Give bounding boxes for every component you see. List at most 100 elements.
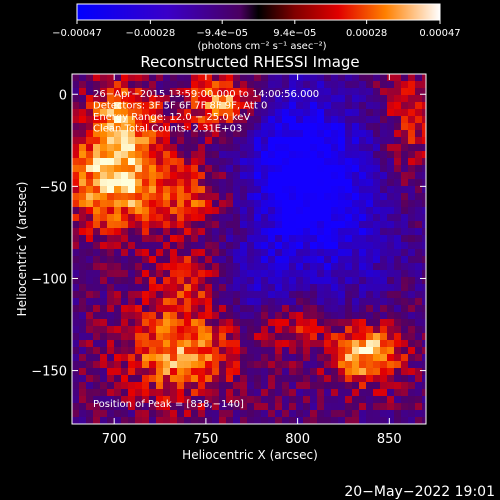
heatmap-pixel bbox=[100, 277, 107, 284]
heatmap-pixel bbox=[191, 284, 198, 291]
y-tick-label: −150 bbox=[31, 365, 67, 380]
heatmap-pixel bbox=[163, 417, 170, 424]
heatmap-pixel bbox=[415, 123, 422, 130]
heatmap-pixel bbox=[394, 389, 401, 396]
heatmap-pixel bbox=[387, 354, 394, 361]
heatmap-pixel bbox=[79, 214, 86, 221]
heatmap-pixel bbox=[142, 256, 149, 263]
heatmap-pixel bbox=[268, 333, 275, 340]
heatmap-pixel bbox=[422, 88, 426, 95]
heatmap-pixel bbox=[184, 277, 191, 284]
heatmap-pixel bbox=[373, 179, 380, 186]
heatmap-pixel bbox=[422, 298, 426, 305]
heatmap-pixel bbox=[352, 186, 359, 193]
heatmap-pixel bbox=[79, 200, 86, 207]
heatmap-pixel bbox=[156, 417, 163, 424]
heatmap-pixel bbox=[100, 291, 107, 298]
heatmap-pixel bbox=[226, 123, 233, 130]
heatmap-pixel bbox=[345, 186, 352, 193]
heatmap-pixel bbox=[177, 88, 184, 95]
heatmap-pixel bbox=[338, 312, 345, 319]
heatmap-pixel bbox=[310, 116, 317, 123]
heatmap-pixel bbox=[79, 172, 86, 179]
heatmap-pixel bbox=[282, 256, 289, 263]
heatmap-pixel bbox=[422, 123, 426, 130]
heatmap-pixel bbox=[107, 214, 114, 221]
heatmap-pixel bbox=[86, 417, 93, 424]
heatmap-pixel bbox=[107, 305, 114, 312]
heatmap-pixel bbox=[310, 375, 317, 382]
heatmap-pixel bbox=[338, 347, 345, 354]
heatmap-pixel bbox=[114, 193, 121, 200]
heatmap-pixel bbox=[156, 242, 163, 249]
heatmap-pixel bbox=[93, 109, 100, 116]
heatmap-pixel bbox=[86, 109, 93, 116]
heatmap-pixel bbox=[114, 270, 121, 277]
heatmap-pixel bbox=[128, 235, 135, 242]
heatmap-pixel bbox=[338, 340, 345, 347]
heatmap-pixel bbox=[107, 417, 114, 424]
heatmap-pixel bbox=[79, 389, 86, 396]
heatmap-pixel bbox=[205, 74, 212, 81]
heatmap-pixel bbox=[100, 214, 107, 221]
heatmap-pixel bbox=[142, 312, 149, 319]
heatmap-pixel bbox=[142, 305, 149, 312]
heatmap-pixel bbox=[268, 389, 275, 396]
heatmap-pixel bbox=[408, 263, 415, 270]
heatmap-pixel bbox=[261, 396, 268, 403]
heatmap-pixel bbox=[226, 81, 233, 88]
heatmap-pixel bbox=[233, 333, 240, 340]
heatmap-pixel bbox=[373, 333, 380, 340]
heatmap-pixel bbox=[331, 249, 338, 256]
heatmap-pixel bbox=[303, 207, 310, 214]
heatmap-pixel bbox=[345, 368, 352, 375]
heatmap-pixel bbox=[310, 319, 317, 326]
heatmap-pixel bbox=[79, 305, 86, 312]
heatmap-pixel bbox=[240, 200, 247, 207]
heatmap-pixel bbox=[422, 375, 426, 382]
heatmap-pixel bbox=[373, 354, 380, 361]
heatmap-pixel bbox=[359, 123, 366, 130]
heatmap-pixel bbox=[86, 277, 93, 284]
heatmap-pixel bbox=[247, 410, 254, 417]
heatmap-pixel bbox=[303, 95, 310, 102]
heatmap-pixel bbox=[303, 193, 310, 200]
heatmap-pixel bbox=[324, 382, 331, 389]
heatmap-pixel bbox=[296, 151, 303, 158]
heatmap-pixel bbox=[184, 200, 191, 207]
heatmap-pixel bbox=[149, 417, 156, 424]
heatmap-pixel bbox=[401, 361, 408, 368]
heatmap-pixel bbox=[128, 382, 135, 389]
heatmap-pixel bbox=[401, 165, 408, 172]
heatmap-pixel bbox=[184, 382, 191, 389]
heatmap-pixel bbox=[79, 354, 86, 361]
heatmap-pixel bbox=[226, 193, 233, 200]
heatmap-pixel bbox=[296, 249, 303, 256]
heatmap-pixel bbox=[205, 130, 212, 137]
heatmap-pixel bbox=[142, 144, 149, 151]
heatmap-pixel bbox=[282, 186, 289, 193]
heatmap-pixel bbox=[107, 403, 114, 410]
heatmap-pixel bbox=[408, 109, 415, 116]
heatmap-pixel bbox=[100, 158, 107, 165]
heatmap-pixel bbox=[156, 88, 163, 95]
heatmap-pixel bbox=[366, 312, 373, 319]
heatmap-pixel bbox=[233, 284, 240, 291]
heatmap-pixel bbox=[247, 333, 254, 340]
heatmap-pixel bbox=[93, 263, 100, 270]
heatmap-pixel bbox=[219, 193, 226, 200]
heatmap-pixel bbox=[191, 74, 198, 81]
heatmap-pixel bbox=[303, 228, 310, 235]
heatmap-pixel bbox=[219, 354, 226, 361]
heatmap-pixel bbox=[142, 277, 149, 284]
heatmap-pixel bbox=[212, 396, 219, 403]
heatmap-pixel bbox=[359, 172, 366, 179]
heatmap-pixel bbox=[401, 193, 408, 200]
heatmap-pixel bbox=[352, 123, 359, 130]
heatmap-pixel bbox=[86, 361, 93, 368]
heatmap-pixel bbox=[163, 298, 170, 305]
heatmap-pixel bbox=[198, 235, 205, 242]
heatmap-pixel bbox=[226, 375, 233, 382]
heatmap-pixel bbox=[401, 137, 408, 144]
heatmap-pixel bbox=[121, 123, 128, 130]
